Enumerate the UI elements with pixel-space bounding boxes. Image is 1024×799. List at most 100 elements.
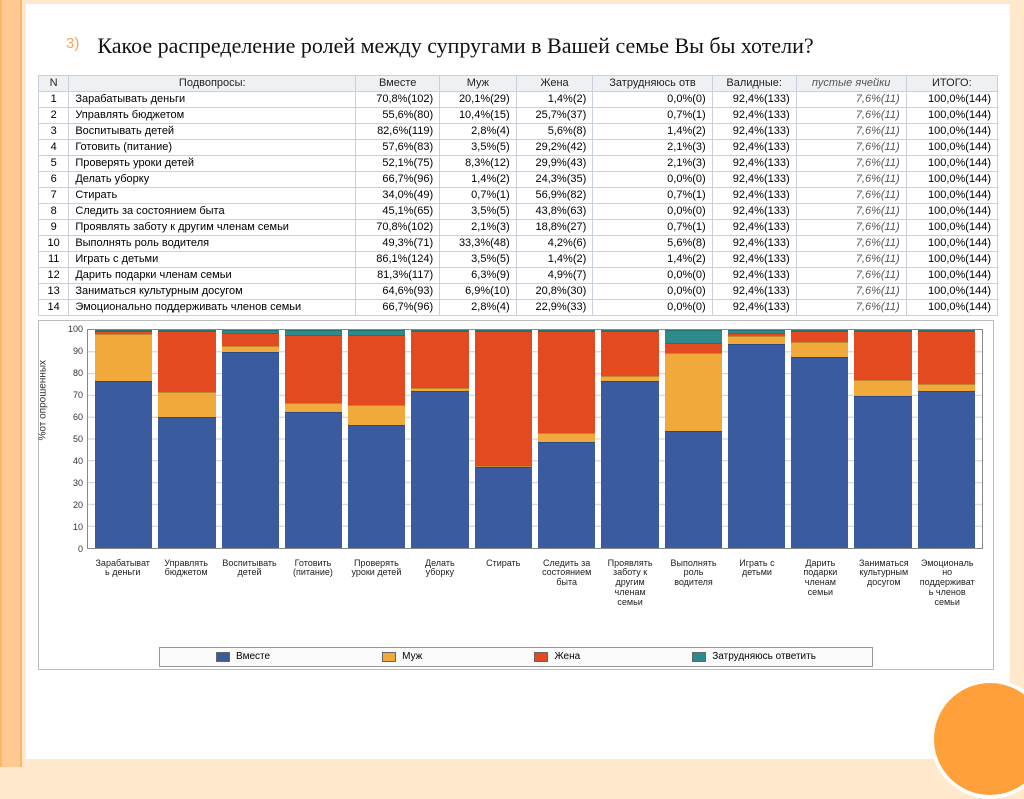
bar-column <box>601 330 658 548</box>
table-cell: Выполнять роль водителя <box>69 235 356 251</box>
table-cell: 10 <box>39 235 69 251</box>
x-category-label: Готовить (питание) <box>284 555 341 643</box>
table-row: 3Воспитывать детей82,6%(119)2,8%(4)5,6%(… <box>39 123 998 139</box>
table-cell: 82,6%(119) <box>356 123 440 139</box>
table-cell: Проверять уроки детей <box>69 155 356 171</box>
bar-segment <box>918 391 975 548</box>
bar-column <box>222 330 279 548</box>
x-category-label: Зарабатывать деньги <box>94 555 151 643</box>
bar-column <box>665 330 722 548</box>
legend-item: Затрудняюсь ответить <box>692 651 816 662</box>
bar-segment <box>95 381 152 547</box>
bar-segment <box>538 331 595 434</box>
bar-column <box>918 330 975 548</box>
bar-segment <box>918 331 975 385</box>
table-cell: 34,0%(49) <box>356 187 440 203</box>
table-cell: 100,0%(144) <box>906 91 997 107</box>
table-cell: 7,6%(11) <box>796 235 906 251</box>
x-category-label: Воспитывать детей <box>221 555 278 643</box>
table-row: 5Проверять уроки детей52,1%(75)8,3%(12)2… <box>39 155 998 171</box>
table-cell: 4,2%(6) <box>516 235 593 251</box>
table-cell: 7,6%(11) <box>796 203 906 219</box>
table-header: Валидные: <box>712 75 796 91</box>
table-row: 9Проявлять заботу к другим членам семьи7… <box>39 219 998 235</box>
bar-segment <box>285 412 342 548</box>
table-cell: 92,4%(133) <box>712 107 796 123</box>
table-cell: 92,4%(133) <box>712 91 796 107</box>
table-header: Вместе <box>356 75 440 91</box>
table-cell: Играть с детьми <box>69 251 356 267</box>
table-cell: 92,4%(133) <box>712 251 796 267</box>
table-cell: 7,6%(11) <box>796 283 906 299</box>
table-cell: 100,0%(144) <box>906 235 997 251</box>
table-cell: 3,5%(5) <box>440 139 517 155</box>
chart-legend: ВместеМужЖенаЗатрудняюсь ответить <box>159 647 873 667</box>
table-row: 7Стирать34,0%(49)0,7%(1)56,9%(82)0,7%(1)… <box>39 187 998 203</box>
bar-column <box>791 330 848 548</box>
chart-y-axis-label: %от опрошенных <box>38 360 49 441</box>
table-cell: 4 <box>39 139 69 155</box>
table-cell: 7,6%(11) <box>796 91 906 107</box>
table-cell: 7 <box>39 187 69 203</box>
legend-swatch <box>692 652 706 662</box>
table-cell: 8 <box>39 203 69 219</box>
table-cell: 92,4%(133) <box>712 187 796 203</box>
table-cell: 6,9%(10) <box>440 283 517 299</box>
bar-segment <box>791 331 848 342</box>
legend-item: Жена <box>534 651 580 662</box>
table-cell: 64,6%(93) <box>356 283 440 299</box>
table-cell: 100,0%(144) <box>906 251 997 267</box>
table-header: N <box>39 75 69 91</box>
table-cell: 0,0%(0) <box>593 299 712 315</box>
table-cell: 7,6%(11) <box>796 171 906 187</box>
table-row: 11Играть с детьми86,1%(124)3,5%(5)1,4%(2… <box>39 251 998 267</box>
table-cell: 92,4%(133) <box>712 171 796 187</box>
y-tick: 90 <box>73 346 83 356</box>
bar-segment <box>854 331 911 380</box>
bar-segment <box>538 433 595 441</box>
table-cell: 92,4%(133) <box>712 219 796 235</box>
legend-swatch <box>216 652 230 662</box>
table-cell: 7,6%(11) <box>796 187 906 203</box>
bar-segment <box>411 391 468 548</box>
x-category-label: Стирать <box>475 555 532 643</box>
table-cell: 20,8%(30) <box>516 283 593 299</box>
bar-segment <box>538 442 595 548</box>
table-cell: 33,3%(48) <box>440 235 517 251</box>
bar-segment <box>348 425 405 548</box>
table-cell: 3,5%(5) <box>440 251 517 267</box>
table-cell: 70,8%(102) <box>356 91 440 107</box>
slide: 3) Какое распределение ролей между супру… <box>26 4 1010 759</box>
bar-segment <box>411 331 468 388</box>
chart-x-labels: Зарабатывать деньгиУправлять бюджетомВос… <box>87 555 983 643</box>
table-cell: 20,1%(29) <box>440 91 517 107</box>
table-cell: 4,9%(7) <box>516 267 593 283</box>
y-tick: 10 <box>73 522 83 532</box>
y-tick: 80 <box>73 368 83 378</box>
table-cell: 43,8%(63) <box>516 203 593 219</box>
table-cell: 92,4%(133) <box>712 123 796 139</box>
table-cell: 22,9%(33) <box>516 299 593 315</box>
table-cell: 100,0%(144) <box>906 171 997 187</box>
x-category-label: Управлять бюджетом <box>157 555 214 643</box>
table-row: 14Эмоционально поддерживать членов семьи… <box>39 299 998 315</box>
table-row: 1Зарабатывать деньги70,8%(102)20,1%(29)1… <box>39 91 998 107</box>
table-cell: 25,7%(37) <box>516 107 593 123</box>
table-row: 6Делать уборку66,7%(96)1,4%(2)24,3%(35)0… <box>39 171 998 187</box>
bar-segment <box>665 353 722 432</box>
table-cell: Следить за состоянием быта <box>69 203 356 219</box>
legend-item: Вместе <box>216 651 270 662</box>
bar-segment <box>791 342 848 357</box>
table-cell: 55,6%(80) <box>356 107 440 123</box>
y-tick: 60 <box>73 412 83 422</box>
table-row: 12Дарить подарки членам семьи81,3%(117)6… <box>39 267 998 283</box>
table-cell: 0,7%(1) <box>440 187 517 203</box>
table-cell: Стирать <box>69 187 356 203</box>
table-cell: 49,3%(71) <box>356 235 440 251</box>
table-cell: Управлять бюджетом <box>69 107 356 123</box>
table-cell: 92,4%(133) <box>712 235 796 251</box>
x-category-label: Проверять уроки детей <box>348 555 405 643</box>
y-tick: 20 <box>73 500 83 510</box>
stacked-bar-chart: %от опрошенных 0102030405060708090100 За… <box>38 320 994 670</box>
table-cell: 3,5%(5) <box>440 203 517 219</box>
